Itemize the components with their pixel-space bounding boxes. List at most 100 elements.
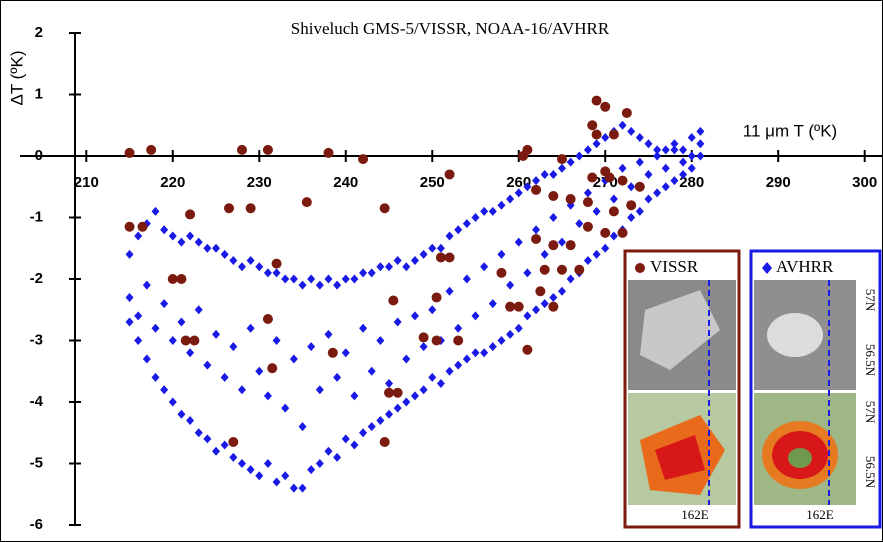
data-point	[670, 139, 679, 149]
data-point	[514, 237, 523, 247]
y-tick-label: -3	[30, 331, 43, 348]
data-point	[272, 336, 281, 345]
inset-legend-marker	[635, 263, 645, 273]
data-point	[358, 154, 369, 165]
data-point	[661, 182, 670, 192]
data-point	[609, 194, 618, 204]
data-point	[431, 335, 442, 346]
data-point	[583, 145, 592, 155]
data-point	[626, 200, 637, 211]
data-point	[228, 436, 239, 447]
inset-lat-label: 56.5N	[863, 456, 878, 489]
data-point	[224, 203, 235, 214]
data-point	[601, 243, 610, 253]
data-point	[177, 317, 186, 327]
data-point	[617, 175, 628, 186]
data-point	[582, 221, 593, 232]
data-point	[327, 347, 338, 358]
data-point	[281, 403, 290, 413]
data-point	[505, 301, 516, 312]
data-point	[523, 182, 532, 192]
data-point	[262, 144, 273, 155]
inset-image	[788, 448, 812, 468]
data-point	[151, 372, 160, 382]
data-point	[445, 231, 454, 241]
data-point	[444, 169, 455, 180]
data-point	[488, 299, 497, 309]
x-tick-label: 300	[852, 174, 877, 191]
data-point	[350, 440, 359, 450]
data-point	[462, 274, 471, 284]
data-point	[185, 209, 196, 220]
data-point	[134, 231, 143, 241]
data-point	[687, 163, 696, 173]
data-point	[220, 372, 229, 382]
inset-image	[640, 290, 720, 370]
y-tick-label: -5	[30, 454, 43, 471]
data-point	[324, 446, 333, 456]
data-point	[618, 163, 627, 173]
data-point	[385, 409, 394, 419]
data-point	[565, 194, 576, 205]
data-point	[696, 151, 705, 161]
data-point	[540, 299, 549, 309]
data-point	[600, 101, 611, 112]
data-point	[272, 477, 281, 487]
data-point	[587, 120, 598, 131]
inset-image	[655, 435, 705, 480]
data-point	[419, 385, 428, 395]
data-point	[653, 151, 662, 161]
y-axis-label: ΔT (ºK)	[7, 50, 26, 105]
data-point	[514, 188, 523, 198]
y-tick-label: -4	[30, 393, 44, 410]
data-point	[583, 256, 592, 266]
data-point	[246, 465, 255, 475]
data-point	[186, 415, 195, 425]
data-point	[379, 203, 390, 214]
data-point	[687, 133, 696, 143]
data-point	[634, 181, 645, 192]
data-point	[350, 274, 359, 284]
data-point	[587, 172, 598, 183]
data-point	[160, 225, 169, 235]
data-point	[548, 301, 559, 312]
data-point	[124, 147, 135, 158]
data-point	[480, 262, 489, 272]
data-point	[151, 206, 160, 216]
data-point	[556, 154, 567, 165]
data-point	[549, 169, 558, 179]
data-point	[323, 147, 334, 158]
data-point	[431, 292, 442, 303]
data-point	[540, 249, 549, 259]
data-point	[506, 280, 515, 290]
data-point	[194, 428, 203, 438]
data-point	[410, 311, 419, 321]
data-point	[600, 227, 611, 238]
data-point	[367, 366, 376, 376]
inset-lat-label: 57N	[863, 289, 878, 312]
data-point	[180, 335, 191, 346]
data-point	[549, 213, 558, 222]
data-point	[237, 385, 246, 395]
x-axis-label: 11 μm T (ºK)	[743, 121, 837, 140]
data-point	[621, 107, 632, 118]
data-point	[428, 243, 437, 253]
data-point	[687, 151, 696, 161]
data-point	[418, 332, 429, 343]
data-point	[307, 465, 316, 475]
data-point	[635, 157, 644, 167]
data-point	[566, 274, 575, 284]
data-point	[608, 206, 619, 217]
y-tick-label: -1	[30, 208, 43, 225]
data-point	[333, 452, 342, 462]
data-point	[670, 176, 679, 186]
data-point	[134, 311, 143, 321]
data-point	[471, 213, 480, 222]
data-point	[255, 366, 264, 376]
data-point	[471, 348, 480, 358]
data-point	[506, 194, 515, 204]
data-point	[497, 336, 506, 345]
data-point	[333, 280, 342, 290]
data-point	[246, 256, 255, 266]
